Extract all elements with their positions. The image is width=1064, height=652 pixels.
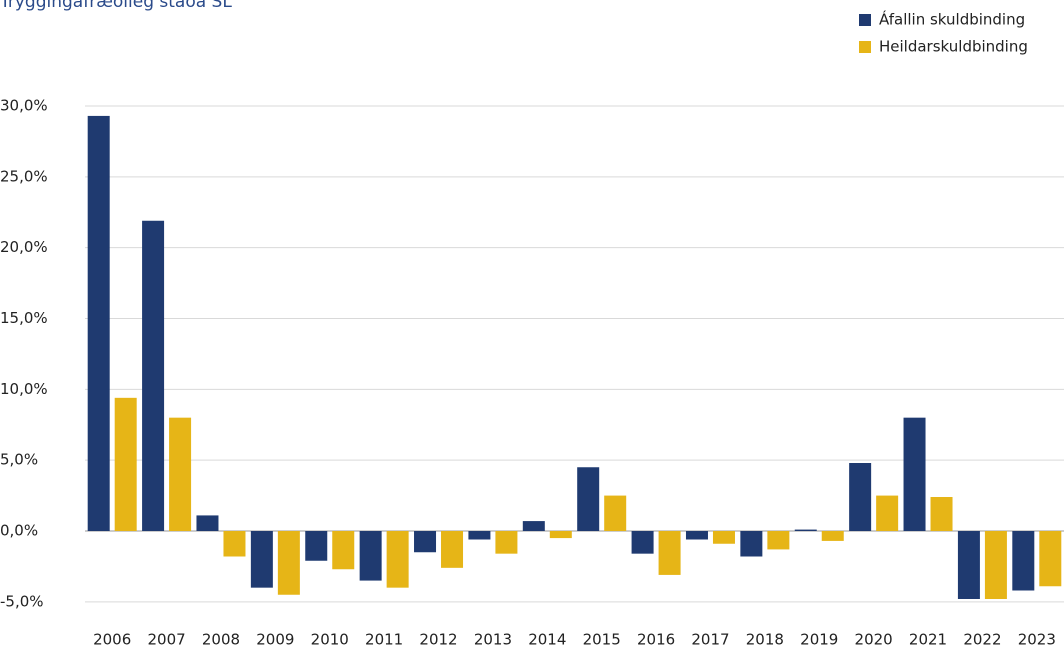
bar: [332, 531, 355, 570]
bar: [903, 417, 926, 531]
bar: [142, 220, 165, 531]
y-tick-label: 15,0%: [0, 309, 48, 327]
x-tick-label: 2022: [963, 631, 1001, 649]
x-tick-label: 2016: [637, 631, 675, 649]
bar: [930, 497, 953, 531]
x-tick-label: 2023: [1018, 631, 1056, 649]
x-tick-label: 2012: [419, 631, 457, 649]
bar: [169, 417, 192, 531]
bar: [223, 531, 246, 557]
bar: [658, 531, 681, 575]
bar: [87, 115, 110, 532]
bar: [250, 531, 273, 588]
bar: [277, 531, 300, 595]
bar: [740, 531, 763, 557]
y-tick-label: 30,0%: [0, 97, 48, 115]
bar: [1012, 531, 1035, 591]
bar: [794, 529, 817, 531]
bar: [495, 531, 518, 554]
bar: [876, 495, 899, 531]
x-tick-label: 2017: [691, 631, 729, 649]
legend-swatch: [859, 14, 871, 26]
bar: [631, 531, 654, 554]
x-tick-label: 2008: [202, 631, 240, 649]
legend-swatch: [859, 41, 871, 53]
bar: [957, 531, 980, 599]
bar: [604, 495, 627, 531]
y-tick-label: 10,0%: [0, 380, 48, 398]
bar: [196, 515, 219, 531]
x-tick-label: 2020: [855, 631, 893, 649]
chart-title: Tryggingafræðileg staða SL: [0, 0, 232, 12]
bar: [1039, 531, 1062, 587]
y-tick-label: 20,0%: [0, 238, 48, 256]
bar: [712, 531, 735, 544]
bar: [577, 467, 600, 531]
y-tick-label: 5,0%: [0, 451, 38, 469]
x-tick-label: 2015: [583, 631, 621, 649]
bar: [849, 463, 872, 531]
bar: [305, 531, 328, 561]
bar: [359, 531, 382, 581]
bar: [386, 531, 409, 588]
x-tick-label: 2021: [909, 631, 947, 649]
legend-label: Heildarskuldbinding: [879, 38, 1028, 56]
bar: [767, 531, 790, 550]
x-tick-label: 2011: [365, 631, 403, 649]
x-tick-label: 2009: [256, 631, 294, 649]
x-tick-label: 2019: [800, 631, 838, 649]
bar: [821, 531, 844, 541]
bar: [522, 521, 545, 531]
bar: [114, 397, 137, 531]
x-tick-label: 2014: [528, 631, 566, 649]
y-tick-label: 0,0%: [0, 522, 38, 540]
bar: [685, 531, 708, 540]
y-tick-label: 25,0%: [0, 167, 48, 185]
x-tick-label: 2018: [746, 631, 784, 649]
x-tick-label: 2006: [93, 631, 131, 649]
x-tick-label: 2007: [147, 631, 185, 649]
y-tick-label: -5,0%: [0, 592, 44, 610]
x-tick-label: 2013: [474, 631, 512, 649]
bar: [414, 531, 437, 553]
legend-label: Áfallin skuldbinding: [879, 10, 1025, 29]
bar: [984, 531, 1007, 599]
bar: [468, 531, 491, 540]
bar: [441, 531, 464, 568]
bar: [549, 531, 572, 539]
x-tick-label: 2010: [311, 631, 349, 649]
